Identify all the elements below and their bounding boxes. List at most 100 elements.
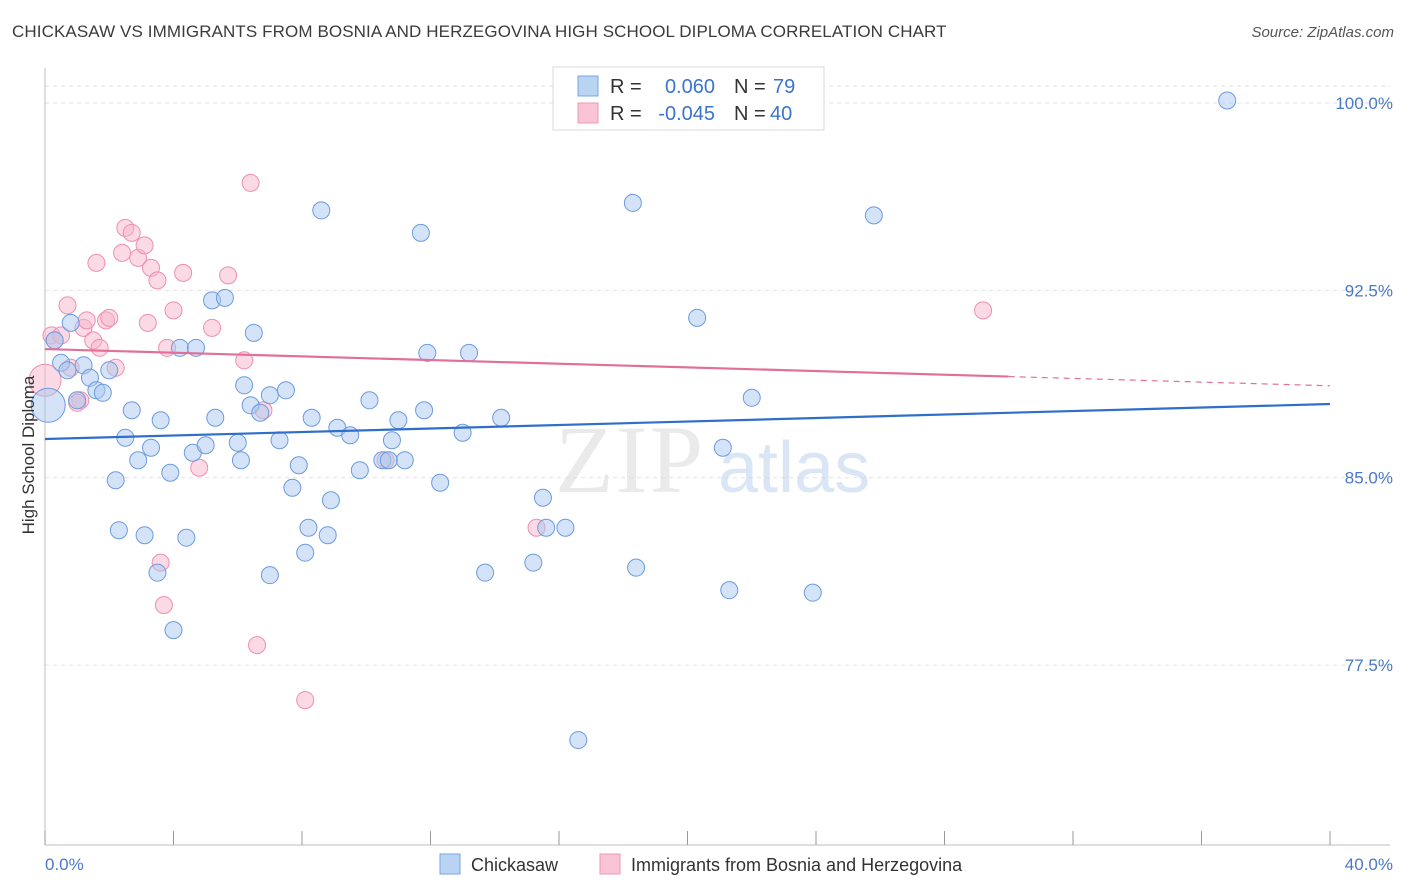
chickasaw-trend-line	[44, 402, 1331, 441]
grid-lines	[45, 85, 1390, 666]
chickasaw-point	[122, 401, 141, 420]
stats-legend: R = 0.060 N = 79 R = -0.045 N = 40	[552, 66, 825, 131]
bottom-legend-swatch-bosnia	[599, 853, 621, 875]
chickasaw-point	[260, 386, 279, 405]
chickasaw-point	[30, 387, 66, 423]
legend-swatch-chickasaw	[577, 75, 599, 97]
bosnia-point	[135, 236, 154, 255]
chickasaw-point	[129, 451, 148, 470]
legend-r-label-2: R =	[610, 103, 642, 125]
chart-source: Source: ZipAtlas.com	[1251, 24, 1394, 41]
chickasaw-point	[161, 463, 180, 482]
bosnia-point	[241, 173, 260, 192]
chickasaw-point	[537, 518, 556, 537]
legend-n-value-2: 40	[770, 103, 792, 125]
chickasaw-point	[68, 391, 87, 410]
chickasaw-point	[177, 528, 196, 547]
bosnia-point	[219, 266, 238, 285]
chickasaw-point	[296, 543, 315, 562]
chickasaw-point	[1218, 91, 1237, 110]
bosnia-point	[248, 636, 267, 655]
chickasaw-point	[713, 438, 732, 457]
chickasaw-point	[100, 361, 119, 380]
bosnia-point	[190, 458, 209, 477]
chickasaw-point	[58, 361, 77, 380]
legend-n-label-2: N =	[734, 103, 766, 125]
y-tick-label: 77.5%	[1345, 656, 1393, 675]
chickasaw-point	[186, 338, 205, 357]
chickasaw-point	[270, 431, 289, 450]
chickasaw-point	[803, 583, 822, 602]
chickasaw-point	[742, 388, 761, 407]
chickasaw-point	[215, 288, 234, 307]
chickasaw-point	[431, 473, 450, 492]
chickasaw-point	[93, 383, 112, 402]
chickasaw-point	[318, 526, 337, 545]
bosnia-point	[164, 301, 183, 320]
bosnia-point	[113, 243, 132, 262]
chickasaw-point	[415, 401, 434, 420]
legend-swatch-bosnia	[577, 102, 599, 124]
bosnia-point	[100, 308, 119, 327]
chickasaw-point	[720, 581, 739, 600]
bosnia-trend-line	[44, 347, 1009, 378]
series-chickasaw-points	[30, 91, 1237, 750]
chickasaw-point	[106, 471, 125, 490]
y-tick-label: 85.0%	[1345, 469, 1393, 488]
chickasaw-point	[206, 408, 225, 427]
chickasaw-point	[533, 488, 552, 507]
y-tick-label: 92.5%	[1345, 281, 1393, 300]
chickasaw-point	[382, 431, 401, 450]
chickasaw-point	[492, 408, 511, 427]
chickasaw-point	[460, 343, 479, 362]
bosnia-point	[974, 301, 993, 320]
bosnia-point	[138, 313, 157, 332]
chickasaw-point	[196, 436, 215, 455]
chickasaw-point	[61, 313, 80, 332]
bosnia-point	[122, 223, 141, 242]
chickasaw-point	[569, 731, 588, 750]
legend-r-value-1: 0.060	[665, 76, 715, 98]
legend-n-label-1: N =	[734, 76, 766, 98]
tick-labels: 77.5% 85.0% 92.5% 100.0% 0.0% 40.0%	[45, 94, 1393, 874]
chickasaw-point	[688, 308, 707, 327]
bottom-legend-label-chickasaw: Chickasaw	[471, 855, 559, 875]
chickasaw-point	[135, 526, 154, 545]
bosnia-point	[148, 271, 167, 290]
bottom-legend-label-bosnia: Immigrants from Bosnia and Herzegovina	[631, 855, 963, 875]
chickasaw-point	[411, 223, 430, 242]
chickasaw-point	[389, 411, 408, 430]
legend-r-value-2: -0.045	[658, 103, 715, 125]
chickasaw-point	[623, 193, 642, 212]
chickasaw-point	[283, 478, 302, 497]
chickasaw-point	[289, 456, 308, 475]
axes	[44, 68, 1390, 846]
chickasaw-point	[321, 491, 340, 510]
trend-lines	[44, 347, 1331, 441]
legend-n-value-1: 79	[773, 76, 795, 98]
chickasaw-point	[627, 558, 646, 577]
chickasaw-point	[299, 518, 318, 537]
watermark-atlas: atlas	[718, 428, 870, 508]
chickasaw-point	[251, 403, 270, 422]
x-tick-label: 0.0%	[45, 855, 84, 874]
bottom-legend-swatch-chickasaw	[439, 853, 461, 875]
chickasaw-point	[418, 343, 437, 362]
chickasaw-point	[395, 451, 414, 470]
chickasaw-point	[164, 621, 183, 640]
chickasaw-point	[864, 206, 883, 225]
chickasaw-point	[142, 438, 161, 457]
chart-title: CHICKASAW VS IMMIGRANTS FROM BOSNIA AND …	[12, 22, 947, 41]
bosnia-point	[203, 318, 222, 337]
y-tick-label: 100.0%	[1335, 94, 1393, 113]
bosnia-point	[87, 253, 106, 272]
chickasaw-point	[341, 426, 360, 445]
chickasaw-point	[231, 451, 250, 470]
chickasaw-point	[556, 518, 575, 537]
x-tick-label: 40.0%	[1345, 855, 1393, 874]
chickasaw-point	[276, 381, 295, 400]
chickasaw-point	[228, 433, 247, 452]
chickasaw-point	[379, 451, 398, 470]
chickasaw-point	[302, 408, 321, 427]
